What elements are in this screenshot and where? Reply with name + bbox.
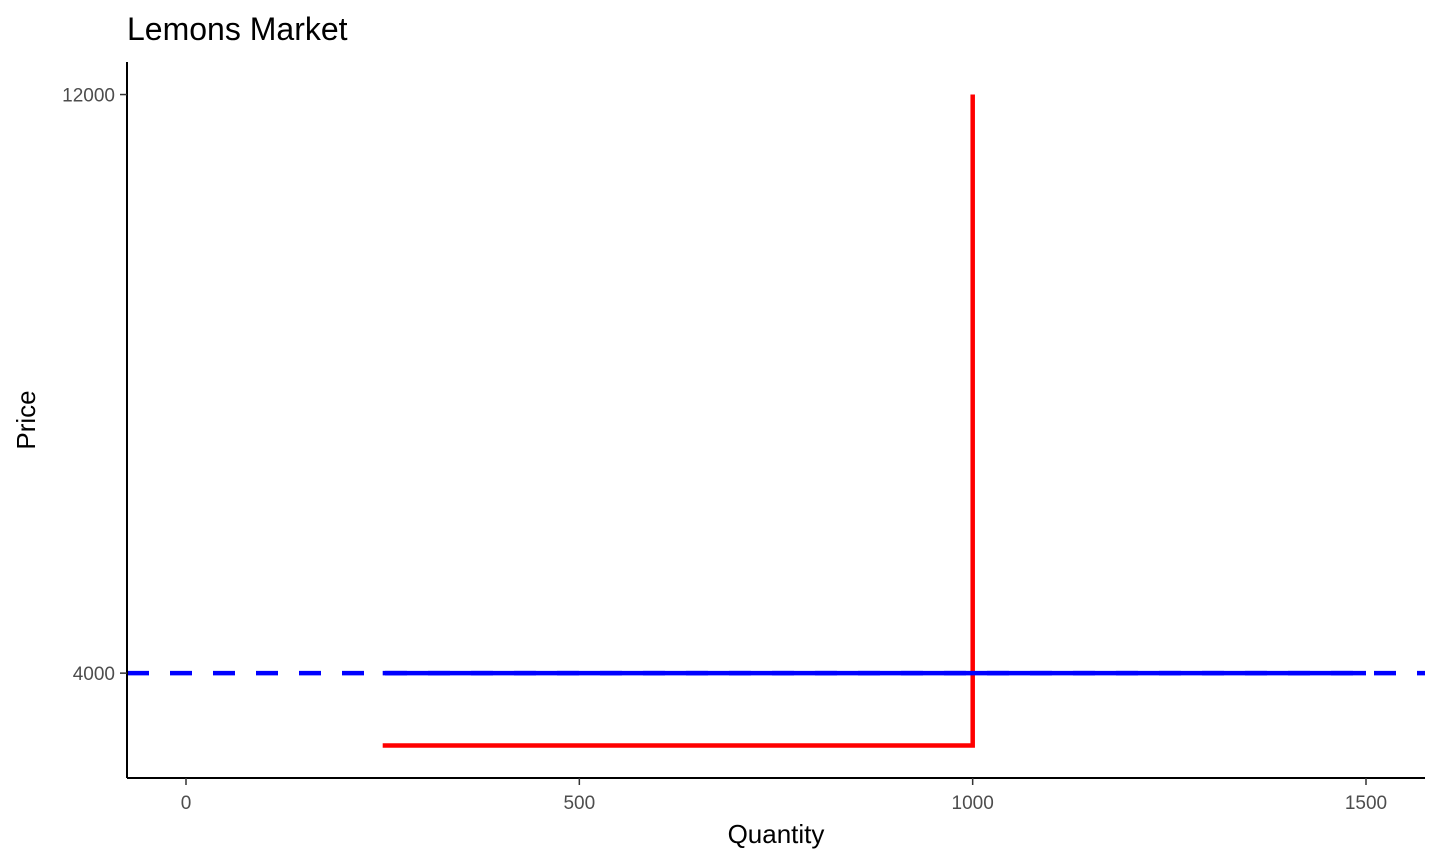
plot-marks: [127, 94, 1425, 748]
y-tick-label: 4000: [73, 664, 115, 685]
x-axis-title: Quantity: [728, 819, 825, 849]
y-axis-ticks: 4000 12000: [62, 86, 127, 685]
x-axis-ticks: 0 500 1000 1500: [181, 778, 1387, 814]
chart-title: Lemons Market: [127, 11, 348, 47]
y-axis-title: Price: [11, 390, 41, 449]
series-line-0: [382, 94, 975, 748]
x-tick-label: 500: [563, 793, 595, 814]
y-tick-label: 12000: [62, 86, 115, 107]
x-tick-label: 1500: [1345, 793, 1387, 814]
x-tick-label: 1000: [952, 793, 994, 814]
x-tick-label: 0: [181, 793, 192, 814]
